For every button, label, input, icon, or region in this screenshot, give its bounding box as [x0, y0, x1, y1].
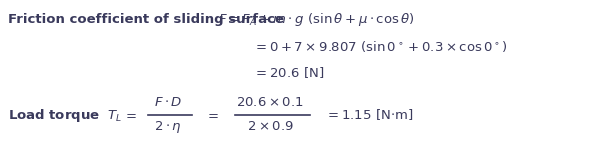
Text: $= 0 + 7 \times 9.807\ (\sin 0^\circ + 0.3 \times \cos 0^\circ)$: $= 0 + 7 \times 9.807\ (\sin 0^\circ + 0…: [253, 38, 508, 53]
Text: $\mathit{F} = F_A + m \cdot g\ (\sin\theta + \mu \cdot \cos\theta)$: $\mathit{F} = F_A + m \cdot g\ (\sin\the…: [218, 10, 415, 27]
Text: $20.6 \times 0.1$: $20.6 \times 0.1$: [236, 96, 304, 110]
Text: Load torque  $T_L$: Load torque $T_L$: [8, 106, 122, 124]
Text: $=$: $=$: [205, 109, 219, 122]
Text: $=$: $=$: [123, 109, 137, 122]
Text: $F \cdot D$: $F \cdot D$: [154, 96, 182, 110]
Text: $= 1.15\ [\mathrm{N{\cdot}m}]$: $= 1.15\ [\mathrm{N{\cdot}m}]$: [325, 108, 413, 123]
Text: $2 \cdot \eta$: $2 \cdot \eta$: [154, 119, 182, 135]
Text: $= 20.6\ [\mathrm{N}]$: $= 20.6\ [\mathrm{N}]$: [253, 66, 324, 81]
Text: $2 \times 0.9$: $2 \times 0.9$: [247, 121, 293, 134]
Text: Friction coefficient of sliding surface: Friction coefficient of sliding surface: [8, 13, 289, 26]
